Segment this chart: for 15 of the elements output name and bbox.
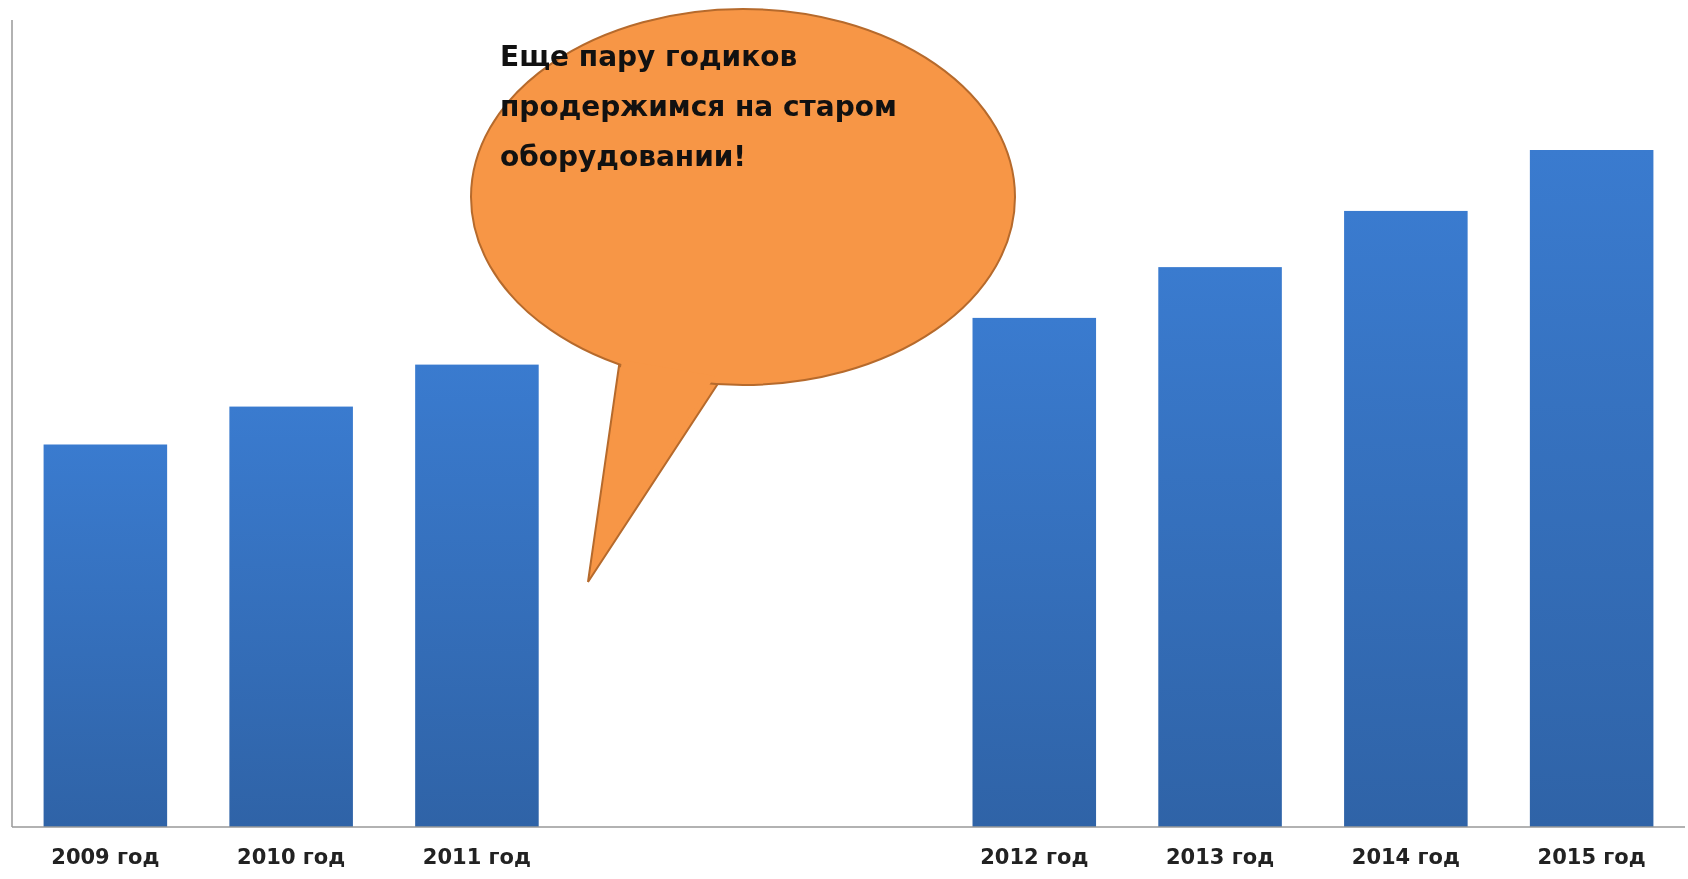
x-tick-label: 2012 год xyxy=(980,845,1089,869)
x-tick-label: 2009 год xyxy=(51,845,160,869)
bar xyxy=(229,406,353,827)
bar xyxy=(43,444,168,827)
bar xyxy=(1529,150,1654,827)
bar xyxy=(1158,267,1282,827)
x-tick-label: 2015 год xyxy=(1537,845,1646,869)
x-tick-label: 2014 год xyxy=(1351,845,1460,869)
bar xyxy=(415,364,539,827)
bar xyxy=(972,317,1097,827)
x-tick-label: 2013 год xyxy=(1166,845,1275,869)
x-tick-label: 2011 год xyxy=(422,845,531,869)
bar xyxy=(1344,210,1468,827)
x-tick-label: 2010 год xyxy=(237,845,346,869)
annotation: Еще пару годиков продержимся на старом оборудовании! xyxy=(500,40,897,173)
